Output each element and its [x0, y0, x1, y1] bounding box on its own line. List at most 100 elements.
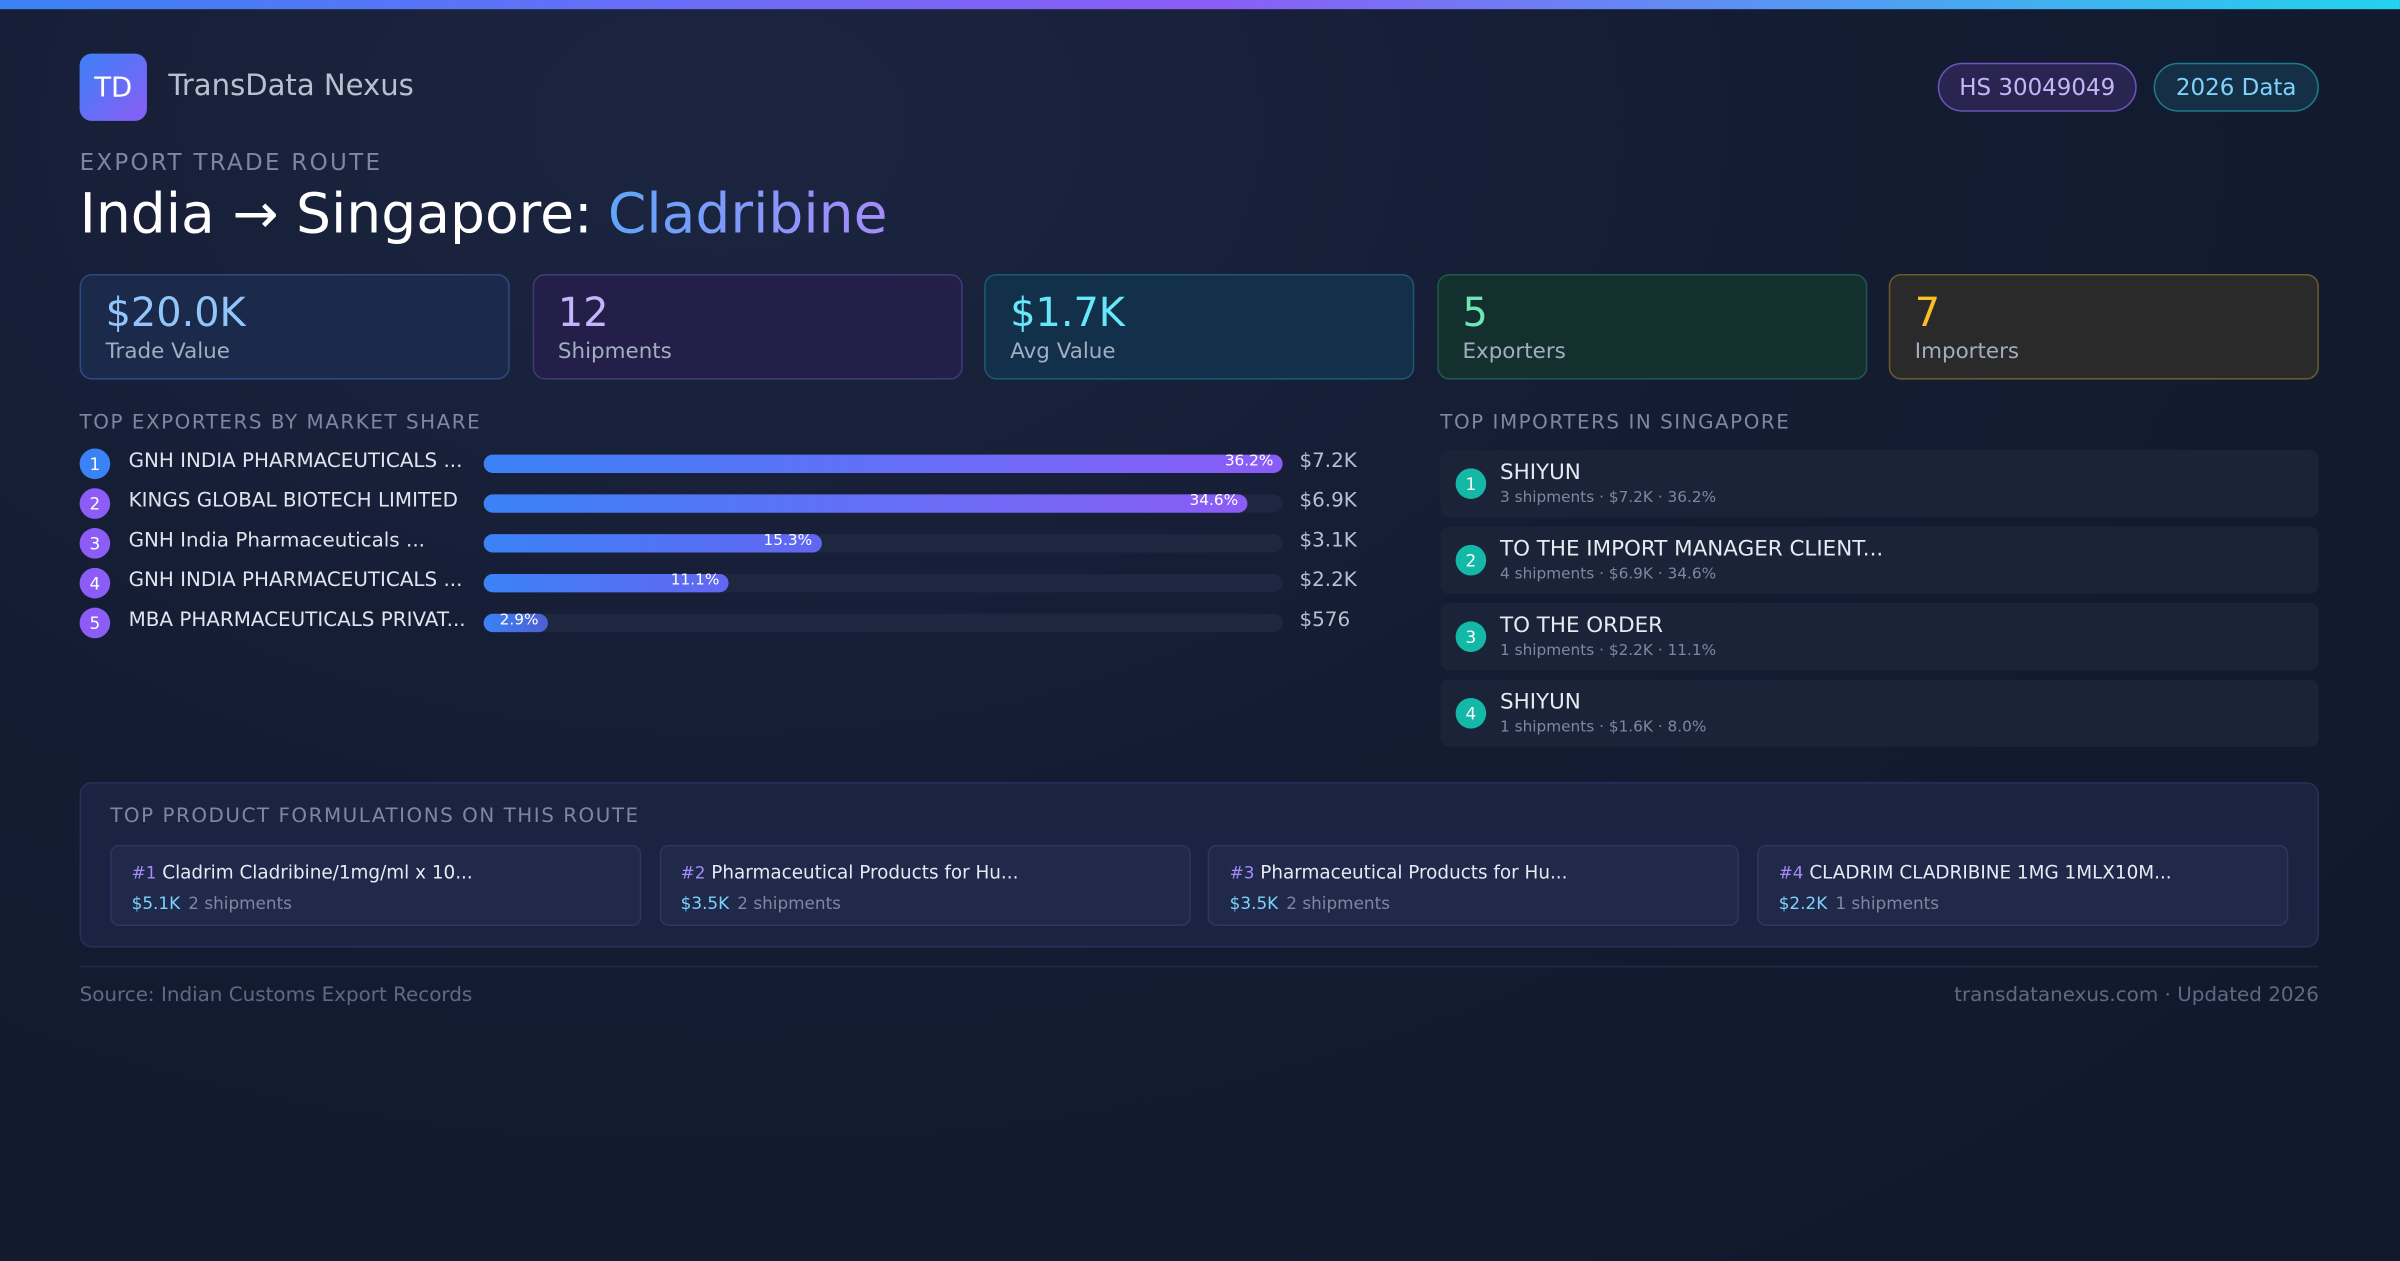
exporter-value: $6.9K: [1299, 489, 1357, 513]
section-title: TOP PRODUCT FORMULATIONS ON THIS ROUTE: [110, 805, 640, 829]
site: transdatanexus.com · Updated 2026: [1954, 984, 2319, 1008]
exporter-row: 4 GNH INDIA PHARMACEUTICALS ... 11.1% $2.2K: [79, 567, 1366, 599]
formulation-card: #2 Pharmaceutical Products for Hu... $3.5K…: [659, 844, 1191, 927]
formulation-value: $3.5K: [680, 893, 730, 914]
formulation-shipments: 2 shipments: [1286, 893, 1390, 914]
kpi-value: 7: [1914, 290, 1941, 337]
bar-track: 15.3%: [483, 532, 1283, 553]
exporter-name: GNH India Pharmaceuticals ...: [128, 529, 425, 553]
share-label: 15.3%: [763, 532, 813, 550]
divider: [79, 965, 2319, 968]
share-bar: 2.9%: [483, 612, 548, 633]
rank: #4: [1778, 863, 1804, 884]
kpi-label: Shipments: [557, 339, 672, 365]
kpi-card: $20.0K Trade Value: [79, 273, 510, 380]
brand: TransData Nexus: [168, 68, 414, 103]
formulation-card: #4 CLADRIM CLADRIBINE 1MG 1MLX10M... $2.2K…: [1757, 844, 2289, 927]
importer-name: TO THE IMPORT MANAGER CLIENT...: [1499, 537, 1884, 562]
section-title: TOP IMPORTERS IN SINGAPORE: [1440, 411, 1791, 435]
importer-name: SHIYUN: [1499, 460, 1581, 486]
exporter-name: GNH INDIA PHARMACEUTICALS ...: [128, 449, 463, 473]
share-bar: 34.6%: [483, 492, 1248, 513]
formulation-value: $3.5K: [1229, 893, 1279, 914]
section-title: TOP EXPORTERS BY MARKET SHARE: [79, 411, 482, 435]
formulation-shipments: 1 shipments: [1835, 893, 1940, 914]
logo: TD: [79, 53, 147, 121]
importer-name: SHIYUN: [1499, 690, 1581, 715]
importer-card: 1 SHIYUN 3 shipments · $7.2K · 36.2%: [1440, 449, 2319, 518]
bar-track: 34.6%: [483, 492, 1283, 513]
formulation-value: $5.1K: [131, 893, 181, 914]
rank: 3: [1455, 621, 1487, 653]
exporter-name: MBA PHARMACEUTICALS PRIVAT...: [128, 609, 466, 633]
route-title: India → Singapore: Cladribine: [80, 184, 888, 247]
eyebrow: EXPORT TRADE ROUTE: [79, 148, 383, 177]
exporter-row: 2 KINGS GLOBAL BIOTECH LIMITED 34.6% $6.9K: [79, 488, 1366, 519]
rank: 5: [79, 607, 111, 639]
formulation-shipments: 2 shipments: [188, 893, 292, 914]
share-bar: 15.3%: [483, 532, 822, 553]
rank: 4: [79, 567, 111, 599]
route: India → Singapore:: [79, 183, 593, 247]
rank: 2: [1455, 544, 1487, 576]
kpi-label: Avg Value: [1010, 339, 1116, 365]
bar-track: 2.9%: [483, 612, 1283, 633]
rank: #1: [131, 863, 157, 884]
importer-card: 4 SHIYUN 1 shipments · $1.6K · 8.0%: [1440, 679, 2319, 747]
importer-name: TO THE ORDER: [1499, 613, 1663, 639]
exporter-row: 1 GNH INDIA PHARMACEUTICALS ... 36.2% $7.2K: [79, 448, 1366, 480]
share-bar: 11.1%: [483, 572, 729, 593]
exporter-row: 5 MBA PHARMACEUTICALS PRIVAT... 2.9% $576: [79, 607, 1366, 639]
share-label: 2.9%: [499, 612, 539, 630]
exporter-name: KINGS GLOBAL BIOTECH LIMITED: [128, 489, 459, 513]
kpi-label: Importers: [1914, 339, 2020, 365]
exporter-name: GNH INDIA PHARMACEUTICALS ...: [128, 569, 463, 593]
rank: #3: [1229, 863, 1255, 884]
product: Cladribine: [607, 183, 888, 247]
formulation-shipments: 2 shipments: [737, 893, 841, 914]
importer-detail: 1 shipments · $1.6K · 8.0%: [1499, 719, 1707, 737]
kpi-value: 5: [1462, 290, 1488, 337]
formulation-name: Pharmaceutical Products for Hu...: [711, 861, 1019, 884]
formulation-value: $2.2K: [1778, 893, 1828, 914]
kpi-value: $20.0K: [105, 290, 246, 337]
rank: 1: [1455, 468, 1487, 499]
bar-track: 11.1%: [483, 572, 1283, 593]
year-badge: 2026 Data: [2153, 62, 2319, 112]
rank: 1: [79, 448, 111, 480]
rank: 4: [1455, 697, 1487, 729]
formulation-name: Pharmaceutical Products for Hu...: [1260, 861, 1568, 884]
exporter-row: 3 GNH India Pharmaceuticals ... 15.3% $3.1K: [79, 528, 1366, 559]
kpi-value: 12: [557, 290, 609, 337]
exporter-value: $3.1K: [1299, 529, 1357, 553]
exporter-value: $576: [1299, 609, 1351, 633]
exporter-value: $7.2K: [1299, 449, 1357, 473]
exporter-value: $2.2K: [1299, 569, 1357, 593]
kpi-card: $1.7K Avg Value: [984, 273, 1415, 380]
kpi-card: 5 Exporters: [1436, 273, 1867, 380]
share-label: 11.1%: [670, 572, 720, 590]
importer-card: 2 TO THE IMPORT MANAGER CLIENT... 4 shipme…: [1440, 526, 2319, 594]
kpi-label: Trade Value: [105, 339, 230, 365]
share-label: 34.6%: [1189, 492, 1239, 510]
rank: #2: [680, 863, 706, 884]
formulation-name: CLADRIM CLADRIBINE 1MG 1MLX10M...: [1809, 861, 2172, 884]
importer-detail: 4 shipments · $6.9K · 34.6%: [1499, 566, 1717, 584]
rank: 2: [79, 488, 111, 519]
rank: 3: [79, 528, 111, 559]
formulation-card: #1 Cladrim Cladribine/1mg/ml x 10... $5.1K…: [110, 844, 642, 927]
source: Source: Indian Customs Export Records: [79, 984, 473, 1008]
kpi-card: 7 Importers: [1888, 273, 2319, 380]
formulation-card: #3 Pharmaceutical Products for Hu... $3.5K…: [1208, 844, 1740, 927]
kpi-card: 12 Shipments: [531, 273, 962, 380]
formulation-name: Cladrim Cladribine/1mg/ml x 10...: [162, 861, 473, 884]
share-bar: 36.2%: [483, 453, 1283, 473]
top-accent: [0, 0, 2400, 10]
importer-detail: 3 shipments · $7.2K · 36.2%: [1499, 489, 1717, 507]
kpi-label: Exporters: [1462, 339, 1566, 365]
importer-detail: 1 shipments · $2.2K · 11.1%: [1499, 642, 1717, 660]
hs-badge: HS 30049049: [1937, 62, 2137, 112]
bar-track: 36.2%: [483, 453, 1283, 473]
